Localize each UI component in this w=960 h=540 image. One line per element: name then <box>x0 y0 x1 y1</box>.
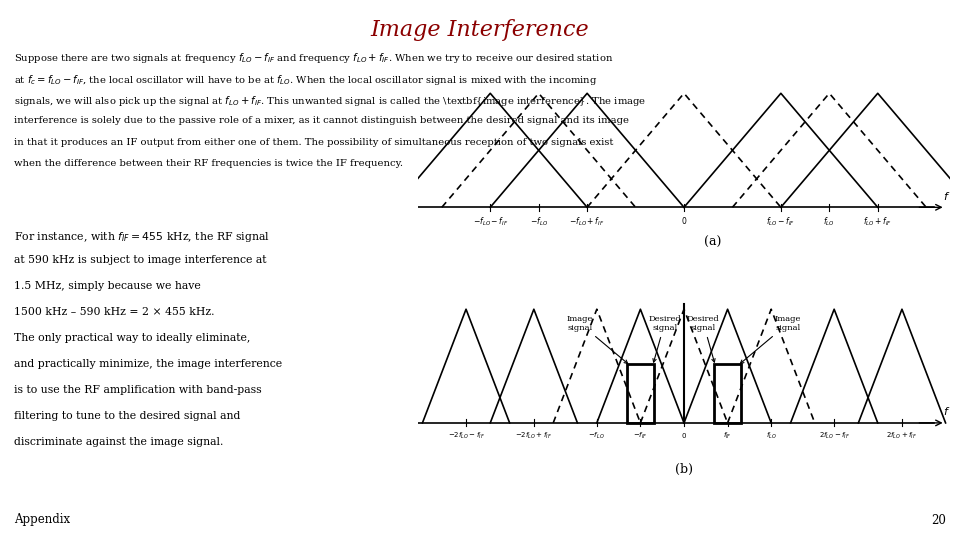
Text: Image
signal: Image signal <box>740 315 802 363</box>
Text: $-2f_{LO}-f_{IF}$: $-2f_{LO}-f_{IF}$ <box>447 431 485 441</box>
Text: (a): (a) <box>705 236 722 249</box>
Text: discriminate against the image signal.: discriminate against the image signal. <box>14 437 224 447</box>
Text: $-f_{IF}$: $-f_{IF}$ <box>633 431 648 441</box>
Text: in that it produces an IF output from either one of them. The possibility of sim: in that it produces an IF output from ei… <box>14 138 613 147</box>
Text: Desired
signal: Desired signal <box>648 315 681 362</box>
Text: $f_{LO}$: $f_{LO}$ <box>766 431 777 441</box>
Text: $f_{LO}+f_{IF}$: $f_{LO}+f_{IF}$ <box>863 215 892 228</box>
Text: $0$: $0$ <box>681 431 687 440</box>
Text: 1500 kHz – 590 kHz = 2 × 455 kHz.: 1500 kHz – 590 kHz = 2 × 455 kHz. <box>14 307 215 318</box>
Text: Desired
signal: Desired signal <box>687 315 720 362</box>
Text: Image
signal: Image signal <box>566 315 628 363</box>
Text: $-2f_{LO}+f_{IF}$: $-2f_{LO}+f_{IF}$ <box>516 431 552 441</box>
Text: 1.5 MHz, simply because we have: 1.5 MHz, simply because we have <box>14 281 202 292</box>
Bar <box>627 364 654 423</box>
Text: $-f_{LO}$: $-f_{LO}$ <box>530 215 548 228</box>
Text: For instance, with $f_{IF} = 455$ kHz, the RF signal: For instance, with $f_{IF} = 455$ kHz, t… <box>14 230 271 244</box>
Text: $-f_{LO}$: $-f_{LO}$ <box>588 431 605 441</box>
Text: Suppose there are two signals at frequency $f_{LO}-f_{IF}$ and frequency $f_{LO}: Suppose there are two signals at frequen… <box>14 51 613 65</box>
Text: (b): (b) <box>675 463 693 476</box>
Text: $2f_{LO}+f_{IF}$: $2f_{LO}+f_{IF}$ <box>886 431 918 441</box>
Text: interference is solely due to the passive role of a mixer, as it cannot distingu: interference is solely due to the passiv… <box>14 116 630 125</box>
Text: signals, we will also pick up the signal at $f_{LO}+f_{IF}$. This unwanted signa: signals, we will also pick up the signal… <box>14 94 647 109</box>
Text: $-f_{LO}+f_{IF}$: $-f_{LO}+f_{IF}$ <box>569 215 605 228</box>
Text: $f$: $f$ <box>943 190 950 201</box>
Text: $2f_{LO}-f_{IF}$: $2f_{LO}-f_{IF}$ <box>819 431 850 441</box>
Text: $f_{IF}$: $f_{IF}$ <box>723 431 732 441</box>
Text: 20: 20 <box>931 514 946 526</box>
Text: $f_{LO}-f_{IF}$: $f_{LO}-f_{IF}$ <box>766 215 795 228</box>
Text: $f_{LO}$: $f_{LO}$ <box>824 215 835 228</box>
Text: at 590 kHz is subject to image interference at: at 590 kHz is subject to image interfere… <box>14 255 267 266</box>
Text: Appendix: Appendix <box>14 514 70 526</box>
Text: Image Interference: Image Interference <box>371 19 589 41</box>
Text: when the difference between their RF frequencies is twice the IF frequency.: when the difference between their RF fre… <box>14 159 403 168</box>
Text: and practically minimize, the image interference: and practically minimize, the image inte… <box>14 359 282 369</box>
Bar <box>714 364 741 423</box>
Text: $-f_{LO}-f_{IF}$: $-f_{LO}-f_{IF}$ <box>472 215 508 228</box>
Text: $f$: $f$ <box>943 405 950 417</box>
Text: filtering to tune to the desired signal and: filtering to tune to the desired signal … <box>14 411 241 421</box>
Text: is to use the RF amplification with band-pass: is to use the RF amplification with band… <box>14 385 262 395</box>
Text: The only practical way to ideally eliminate,: The only practical way to ideally elimin… <box>14 333 251 343</box>
Text: at $f_c = f_{LO}-f_{IF}$, the local oscillator will have to be at $f_{LO}$. When: at $f_c = f_{LO}-f_{IF}$, the local osci… <box>14 73 598 87</box>
Text: $0$: $0$ <box>681 215 687 226</box>
